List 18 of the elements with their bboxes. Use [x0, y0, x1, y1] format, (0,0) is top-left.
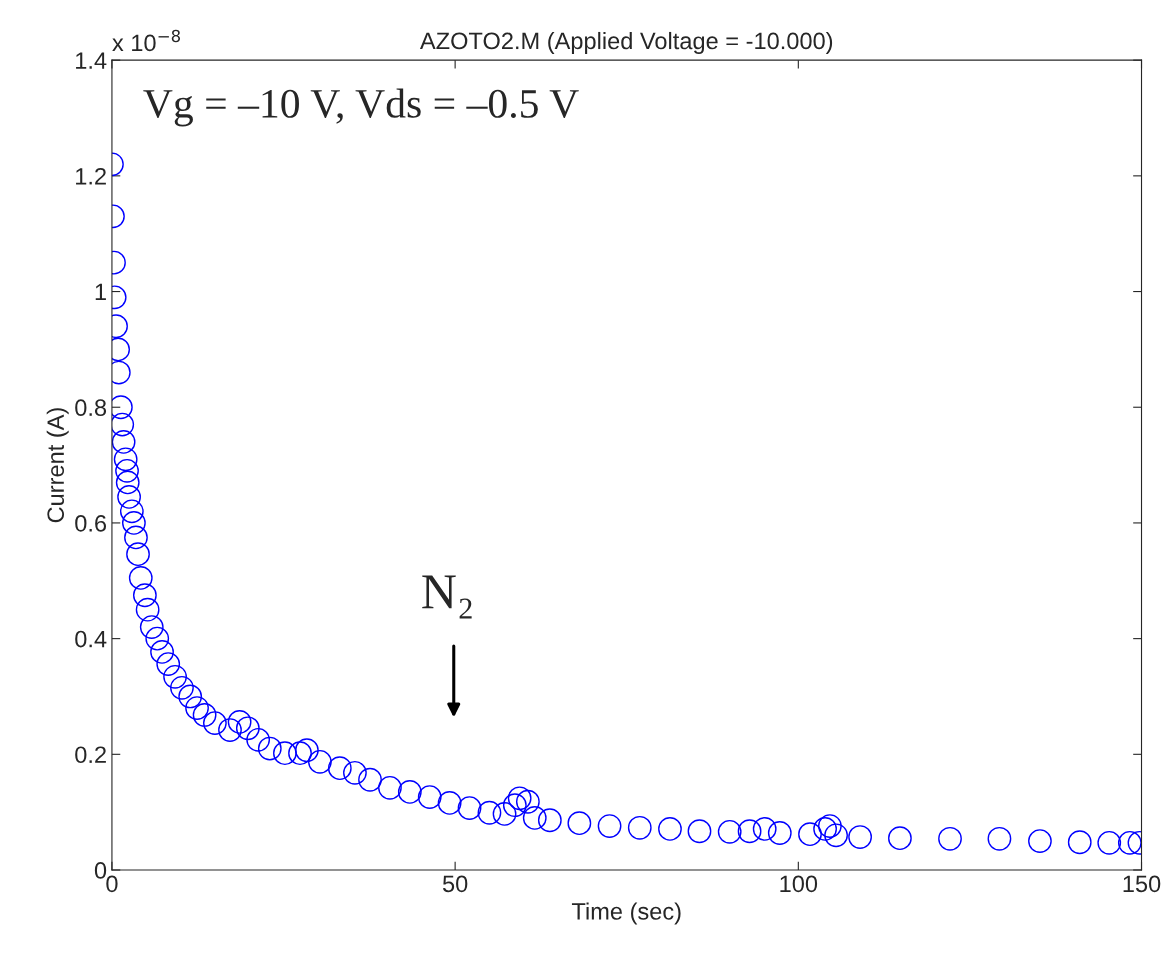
- y-tick-label: 1.2: [76, 167, 106, 185]
- chart-title: AZOTO2.M (Applied Voltage = -10.000): [419, 31, 833, 54]
- x-tick-label: 100: [780, 875, 818, 893]
- annotation: N₂: [422, 575, 472, 619]
- x-axis-title: Time (sec): [571, 902, 681, 925]
- x-tick-label: 150: [1123, 875, 1161, 893]
- y-tick-label: 1: [95, 283, 106, 301]
- y-tick-label: 0: [94, 862, 107, 879]
- y-tick-label: 1.4: [76, 52, 107, 69]
- y-tick-label: 0.4: [75, 630, 107, 648]
- x-tick-label: 50: [442, 875, 468, 893]
- y-tick-label: 0.8: [75, 399, 107, 417]
- y-tick-label: 0.2: [75, 746, 106, 764]
- x-tick-label: 0: [106, 875, 118, 893]
- y-tick-label: 0.6: [75, 515, 107, 532]
- y-axis-title: Current (A): [46, 408, 69, 523]
- annotation: Vg = –10 V, Vds = –0.5 V: [143, 88, 579, 127]
- text: x 10$^{−8}$: [112, 29, 181, 52]
